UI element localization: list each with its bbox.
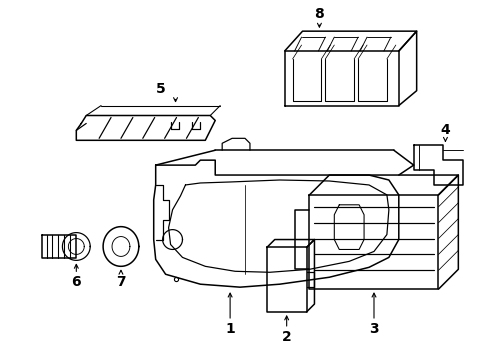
Text: 6: 6: [71, 275, 81, 289]
Text: 7: 7: [116, 275, 125, 289]
Text: 5: 5: [156, 82, 165, 96]
Text: 2: 2: [281, 330, 291, 344]
Text: 1: 1: [225, 322, 235, 336]
Text: 8: 8: [314, 7, 324, 21]
Text: 4: 4: [440, 123, 449, 138]
Text: 3: 3: [368, 322, 378, 336]
